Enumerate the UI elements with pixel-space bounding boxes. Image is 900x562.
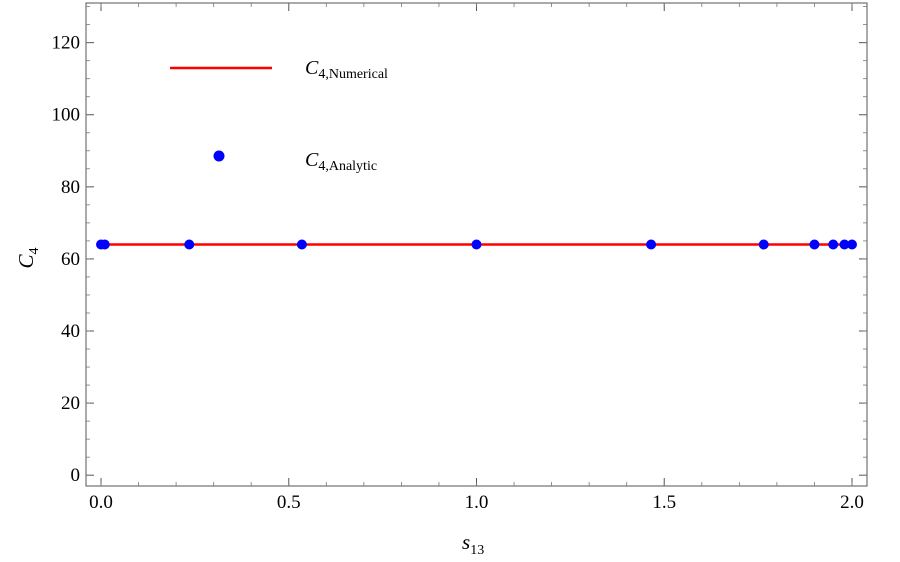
x-tick-label: 1.5 xyxy=(652,492,676,513)
y-tick-label: 120 xyxy=(52,33,81,54)
x-tick-label: 2.0 xyxy=(840,492,864,513)
legend-numerical-label: C4,Numerical xyxy=(305,57,388,82)
analytic-data-point xyxy=(809,239,820,250)
analytic-data-point xyxy=(846,239,857,250)
analytic-data-point xyxy=(99,239,110,250)
y-axis-ticks: 0 20 40 60 80 100 120 xyxy=(52,6,867,486)
y-tick-label: 20 xyxy=(61,393,80,414)
legend-analytic-swatch xyxy=(213,150,225,162)
legend: C4,Numerical C4,Analytic xyxy=(170,57,388,174)
x-tick-label: 1.0 xyxy=(465,492,489,513)
analytic-data-point xyxy=(296,239,307,250)
y-axis-title: C4 xyxy=(14,247,42,268)
x-axis-title: s13 xyxy=(462,530,484,558)
y-tick-label: 0 xyxy=(71,465,81,486)
y-tick-label: 60 xyxy=(61,249,80,270)
x-axis-ticks: 0.0 0.5 1.0 1.5 2.0 xyxy=(89,3,864,513)
analytic-data-point xyxy=(839,239,850,250)
x-tick-label: 0.0 xyxy=(89,492,113,513)
y-tick-label: 100 xyxy=(52,105,81,126)
legend-analytic-label: C4,Analytic xyxy=(305,149,377,174)
analytic-data-point xyxy=(471,239,482,250)
series-layer xyxy=(96,239,857,250)
x-tick-label: 0.5 xyxy=(277,492,301,513)
analytic-data-point xyxy=(184,239,195,250)
y-tick-label: 80 xyxy=(61,177,80,198)
y-tick-label: 40 xyxy=(61,321,80,342)
analytic-data-point xyxy=(828,239,839,250)
analytic-data-point xyxy=(758,239,769,250)
analytic-data-point xyxy=(646,239,657,250)
